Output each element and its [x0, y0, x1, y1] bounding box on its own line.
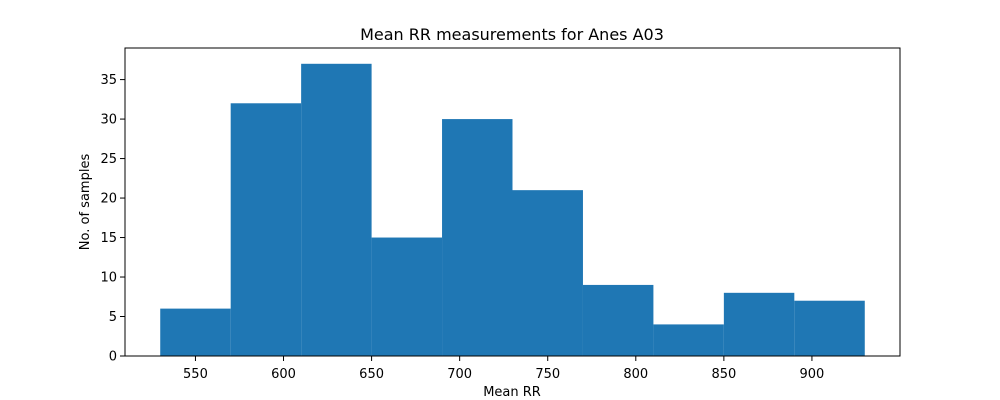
histogram-bar-6 — [512, 190, 583, 356]
x-tick-label: 700 — [447, 367, 472, 382]
bars-group — [160, 63, 865, 357]
x-tick-label: 800 — [623, 367, 648, 382]
chart-title: Mean RR measurements for Anes A03 — [360, 25, 664, 44]
y-axis-label: No. of samples — [78, 154, 93, 251]
histogram-bar-4 — [371, 237, 443, 356]
histogram-bar-10 — [794, 300, 865, 356]
histogram-bar-3 — [301, 63, 372, 357]
y-tick-label: 10 — [100, 271, 117, 286]
y-tick-label: 35 — [100, 73, 117, 88]
histogram-bar-8 — [653, 324, 724, 356]
histogram-bar-5 — [442, 119, 513, 356]
y-tick-label: 0 — [109, 350, 117, 365]
y-tick-label: 15 — [100, 231, 117, 246]
histogram-bar-7 — [582, 284, 654, 356]
x-axis-label: Mean RR — [483, 385, 541, 400]
y-tick-label: 5 — [109, 310, 117, 325]
x-tick-label: 650 — [359, 367, 384, 382]
y-tick-label: 25 — [100, 152, 117, 167]
y-tick-label: 30 — [100, 113, 117, 128]
histogram-bar-9 — [723, 292, 795, 356]
histogram-bar-2 — [230, 103, 302, 357]
histogram-bar-1 — [160, 308, 231, 356]
y-tick-label: 20 — [100, 192, 117, 207]
x-tick-label: 900 — [800, 367, 825, 382]
x-axis-ticks: 550 600 650 700 750 800 850 900 — [183, 356, 824, 382]
x-tick-label: 550 — [183, 367, 208, 382]
x-tick-label: 850 — [711, 367, 736, 382]
y-axis-ticks: 0 5 10 15 20 25 30 35 — [100, 73, 125, 365]
x-tick-label: 600 — [271, 367, 296, 382]
x-tick-label: 750 — [535, 367, 560, 382]
plot-frame — [124, 47, 901, 357]
